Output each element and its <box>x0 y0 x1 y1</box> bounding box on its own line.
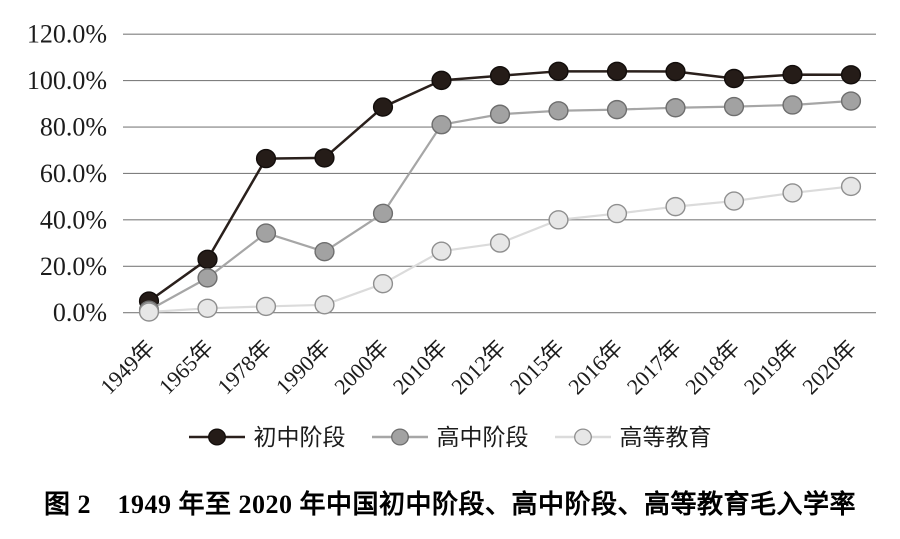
senior-secondary-point <box>372 203 394 224</box>
senior-secondary-line <box>148 99 852 312</box>
higher-education-point <box>314 295 335 315</box>
junior-secondary-point <box>782 64 803 85</box>
x-axis-tick-label: 2019年 <box>739 335 803 399</box>
higher-education-point <box>431 241 452 261</box>
y-axis-tick-label: 60.0% <box>40 159 107 188</box>
senior-secondary-point <box>665 98 686 118</box>
senior-secondary-point <box>840 91 862 111</box>
senior-secondary-point <box>782 95 803 115</box>
higher-education-point <box>197 298 218 318</box>
senior-secondary-point <box>314 241 335 262</box>
enrollment-line-chart: 0.0% 20.0% 40.0% 60.0% 80.0% 100.0% 120.0% 1949… <box>27 20 876 399</box>
x-axis-tick-label: 2020年 <box>797 335 861 399</box>
legend-marker-senior-secondary-icon <box>371 428 428 446</box>
junior-secondary-point <box>840 65 862 85</box>
legend-label-senior-secondary: 高中阶段 <box>436 424 529 450</box>
senior-secondary-point <box>548 101 569 121</box>
junior-secondary-point <box>314 148 335 168</box>
legend-item-junior-secondary: 初中阶段 <box>188 424 346 450</box>
higher-education-point <box>782 183 803 203</box>
y-axis-tick-label: 100.0% <box>27 66 107 95</box>
y-axis-tick-label: 120.0% <box>27 20 107 49</box>
x-axis-tick-label: 1990年 <box>271 335 335 399</box>
legend-marker-junior-secondary-icon <box>188 428 245 446</box>
junior-secondary-point <box>665 61 686 82</box>
senior-secondary-point <box>606 99 628 120</box>
y-axis-tick-label: 20.0% <box>40 252 107 281</box>
legend-dot <box>207 428 226 446</box>
junior-secondary-point <box>548 61 569 82</box>
x-axis-tick-label: 2018年 <box>680 335 744 399</box>
senior-secondary-point <box>723 96 745 117</box>
x-axis-tick-label: 1978年 <box>212 335 276 399</box>
x-axis-tick-label: 1949年 <box>95 335 159 399</box>
higher-education-point <box>489 233 511 253</box>
legend-dot <box>573 428 592 446</box>
x-axis-tick-label: 2016年 <box>563 335 627 399</box>
y-axis-tick-label: 40.0% <box>40 205 107 234</box>
legend-item-senior-secondary: 高中阶段 <box>371 424 529 450</box>
higher-education-point <box>665 196 686 217</box>
junior-secondary-point <box>489 66 511 86</box>
junior-secondary-point <box>606 61 628 82</box>
legend-label-higher-education: 高等教育 <box>619 424 712 450</box>
higher-education-point <box>606 203 628 224</box>
figure-caption: 图 2 1949 年至 2020 年中国初中阶段、高中阶段、高等教育毛入学率 <box>43 490 856 519</box>
senior-secondary-point <box>431 114 452 135</box>
legend-label-junior-secondary: 初中阶段 <box>253 424 346 450</box>
junior-secondary-point <box>255 148 277 169</box>
junior-secondary-point <box>723 68 745 89</box>
senior-secondary-point <box>255 223 277 243</box>
y-axis-tick-label: 0.0% <box>53 298 107 327</box>
x-axis-tick-label: 2017年 <box>622 335 686 399</box>
higher-education-point <box>840 176 862 197</box>
higher-education-point <box>372 273 394 294</box>
y-axis-tick-label: 80.0% <box>40 113 107 142</box>
junior-secondary-point <box>431 70 452 91</box>
x-axis-tick-label: 2000年 <box>329 335 393 399</box>
junior-secondary-point <box>372 97 394 117</box>
junior-secondary-point <box>197 249 218 270</box>
legend-dot <box>390 428 409 446</box>
legend-marker-higher-education-icon <box>554 428 611 446</box>
x-axis-tick-label: 2010年 <box>388 335 452 399</box>
x-axis-tick-label: 1965年 <box>154 335 218 399</box>
senior-secondary-point <box>489 104 511 124</box>
higher-education-point <box>723 191 745 211</box>
x-axis-tick-label: 2012年 <box>446 335 510 399</box>
x-axis-tick-label: 2015年 <box>505 335 569 399</box>
chart-legend: 初中阶段 高中阶段 高等教育 <box>0 422 900 452</box>
higher-education-point <box>548 210 569 230</box>
legend-item-higher-education: 高等教育 <box>554 424 712 450</box>
higher-education-point <box>138 302 160 322</box>
senior-secondary-point <box>197 268 218 288</box>
higher-education-point <box>255 296 277 317</box>
